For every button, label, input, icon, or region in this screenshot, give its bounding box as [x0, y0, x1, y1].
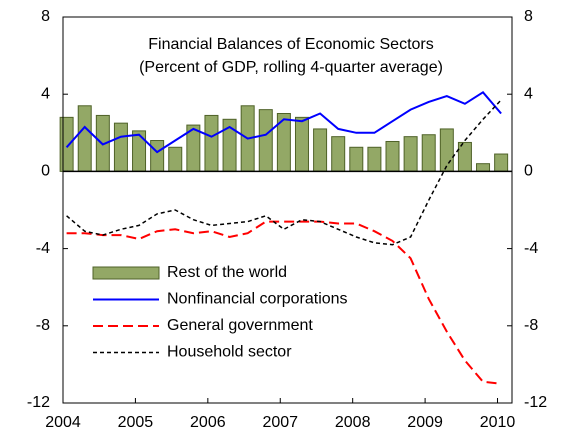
x-tick-label: 2004 — [45, 414, 81, 431]
legend-label: Household sector — [167, 344, 292, 361]
bar — [132, 130, 147, 172]
bar — [168, 146, 183, 172]
x-tick-label: 2008 — [335, 414, 371, 431]
line-series — [66, 99, 502, 246]
bar — [204, 114, 219, 172]
bar — [313, 128, 328, 172]
legend-label: General government — [167, 317, 313, 334]
x-tick-label: 2010 — [480, 414, 516, 431]
legend-label: Rest of the world — [167, 264, 287, 281]
y2-tick-label: -4 — [524, 240, 538, 257]
line-series — [65, 90, 502, 154]
y-tick-label: -8 — [36, 317, 50, 334]
bar — [439, 128, 454, 172]
y-tick-label: 0 — [41, 163, 50, 180]
bar — [150, 140, 165, 172]
y2-tick-label: -12 — [524, 394, 547, 411]
chart-title: (Percent of GDP, rolling 4-quarter avera… — [139, 59, 443, 76]
bar — [494, 153, 509, 172]
y-tick-label: -12 — [27, 394, 50, 411]
y2-tick-label: -8 — [524, 317, 538, 334]
bar — [59, 116, 74, 172]
bar — [294, 116, 309, 172]
x-tick-label: 2007 — [262, 414, 298, 431]
x-tick-label: 2005 — [118, 414, 154, 431]
bar — [349, 146, 364, 172]
bar — [385, 140, 400, 172]
bar — [403, 136, 418, 172]
legend-swatch — [92, 266, 160, 280]
chart-title: Financial Balances of Economic Sectors — [148, 36, 433, 53]
x-tick-label: 2009 — [407, 414, 443, 431]
bar — [258, 109, 273, 172]
y2-tick-label: 4 — [524, 85, 533, 102]
y-tick-label: -4 — [36, 240, 50, 257]
bar — [77, 105, 92, 172]
plot-frame — [62, 16, 513, 404]
y-tick-label: 4 — [41, 85, 50, 102]
bar — [331, 136, 346, 172]
bar — [113, 122, 128, 172]
bar — [367, 146, 382, 172]
y2-tick-label: 8 — [524, 8, 533, 25]
bar — [457, 141, 472, 172]
y2-tick-label: 0 — [524, 163, 533, 180]
bar — [476, 163, 491, 172]
bar — [421, 134, 436, 172]
legend-label: Nonfinancial corporations — [167, 291, 348, 308]
x-tick-label: 2006 — [190, 414, 226, 431]
y-tick-label: 8 — [41, 8, 50, 25]
line-series — [66, 220, 502, 385]
